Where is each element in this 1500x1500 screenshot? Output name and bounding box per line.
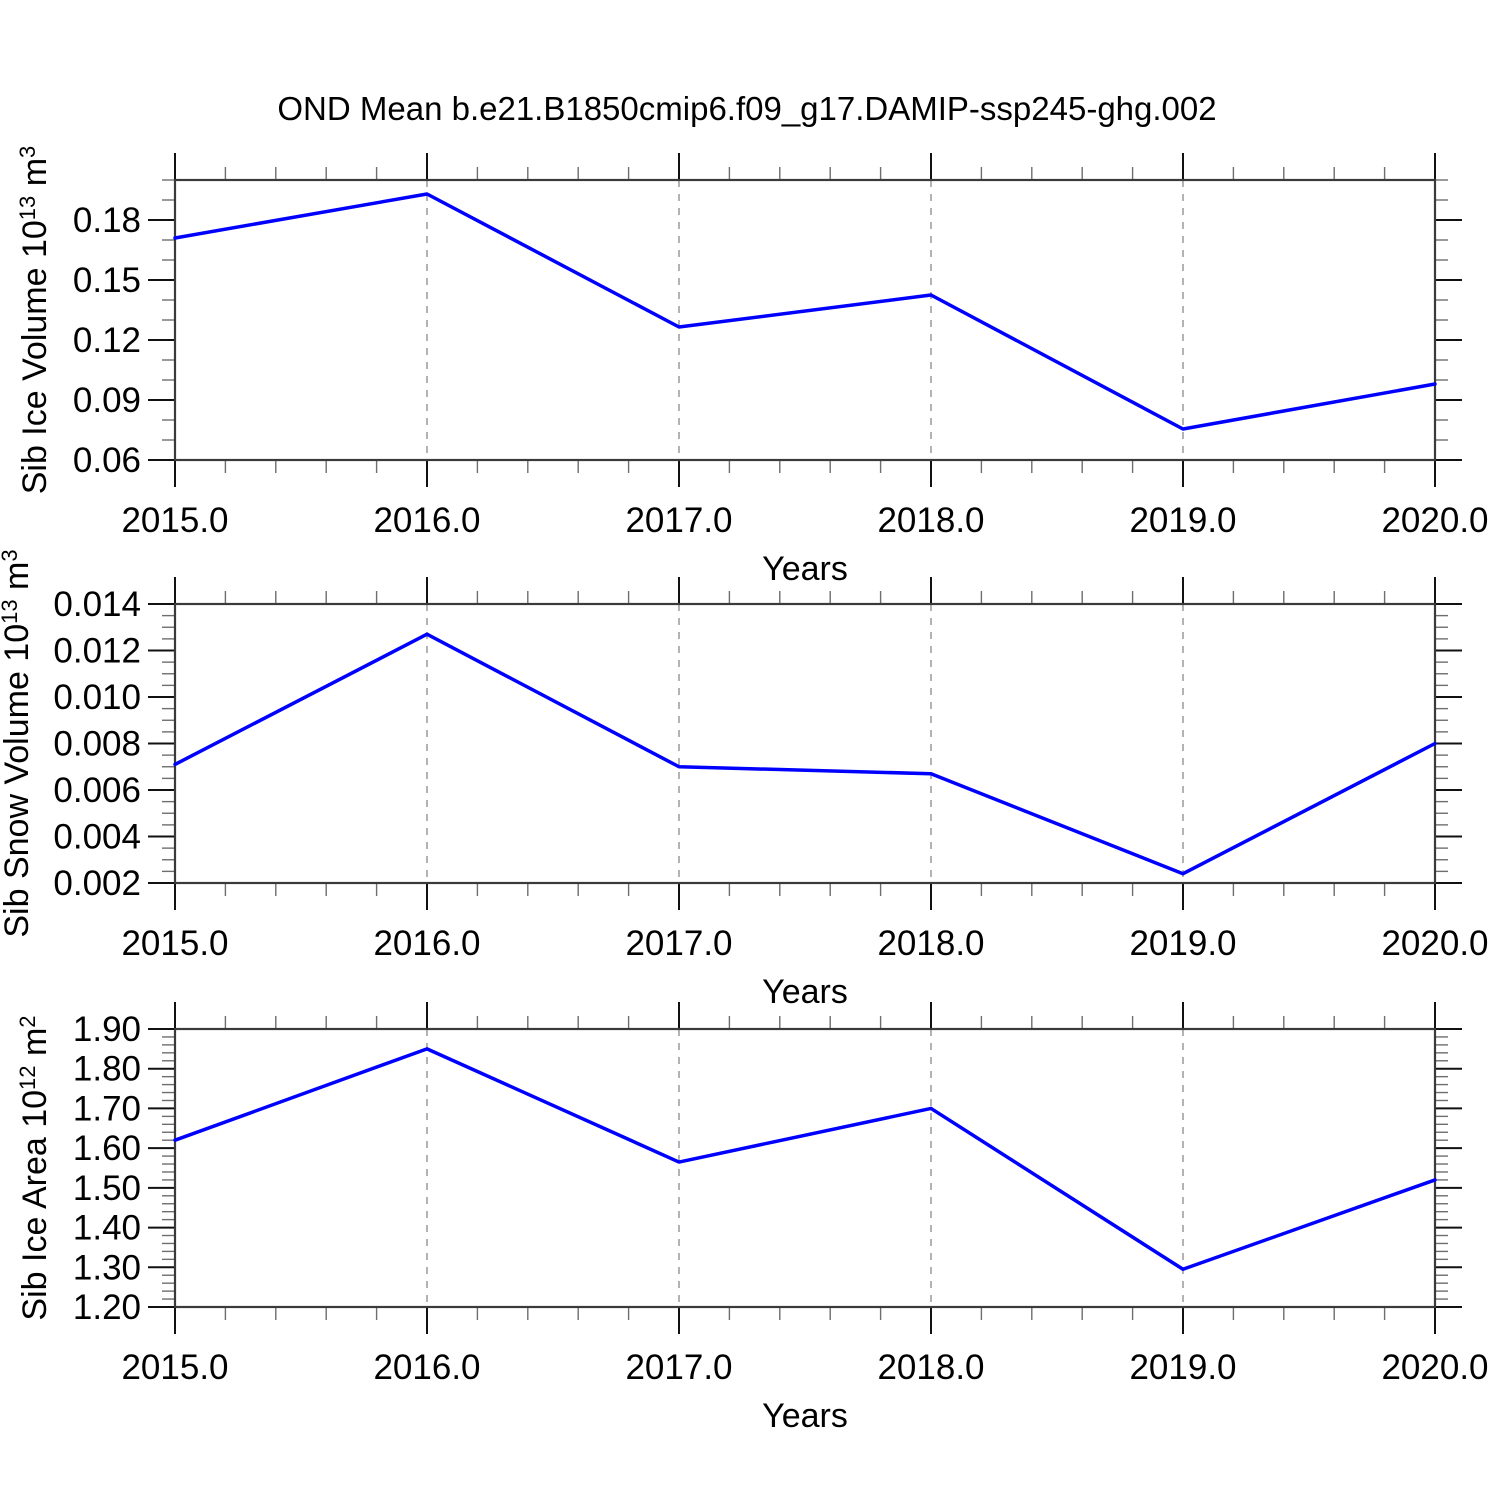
y-axis-title: Sib Ice Area 1012 m2: [15, 1015, 54, 1320]
x-axis-title: Years: [762, 1397, 848, 1435]
x-tick-label: 2015.0: [121, 501, 228, 540]
x-tick-label: 2018.0: [877, 924, 984, 963]
y-tick-label: 0.06: [73, 441, 141, 480]
y-axis-title: Sib Snow Volume 1013 m3: [0, 549, 36, 937]
x-tick-label: 2019.0: [1129, 1348, 1236, 1387]
x-axis-title: Years: [762, 973, 848, 1011]
x-tick-label: 2019.0: [1129, 924, 1236, 963]
x-tick-label: 2016.0: [373, 924, 480, 963]
chart-title: OND Mean b.e21.B1850cmip6.f09_g17.DAMIP-…: [277, 90, 1216, 127]
y-tick-label: 0.12: [73, 321, 141, 360]
x-tick-label: 2020.0: [1381, 924, 1488, 963]
x-axis-title: Years: [762, 550, 848, 588]
panels-group: 2015.0 2016.0 2017.0 2018.0 2019.0 2020.0 0.06…: [0, 146, 1489, 1435]
y-tick-label: 1.40: [73, 1209, 141, 1248]
x-tick-label: 2018.0: [877, 1348, 984, 1387]
x-tick-label: 2018.0: [877, 501, 984, 540]
x-tick-label: 2015.0: [121, 924, 228, 963]
plot-frame: [173, 178, 1437, 462]
y-tick-label: 0.09: [73, 381, 141, 420]
y-tick-label: 1.80: [73, 1050, 141, 1089]
y-axis-title: Sib Ice Volume 1013 m3: [15, 146, 54, 495]
panel-sib-snow-volume: 2015.0 2016.0 2017.0 2018.0 2019.0 2020.0 0.00…: [0, 549, 1489, 1011]
x-tick-label: 2015.0: [121, 1348, 228, 1387]
x-tick-label: 2016.0: [373, 1348, 480, 1387]
y-tick-label: 1.20: [73, 1288, 141, 1327]
x-tick-label: 2020.0: [1381, 1348, 1488, 1387]
y-tick-label: 0.15: [73, 261, 141, 300]
y-tick-label: 0.004: [53, 818, 141, 857]
data-line: [173, 192, 1437, 431]
x-tick-label: 2020.0: [1381, 501, 1488, 540]
panel-sib-ice-volume: 2015.0 2016.0 2017.0 2018.0 2019.0 2020.0 0.06…: [15, 146, 1489, 588]
x-tick-label: 2017.0: [625, 1348, 732, 1387]
y-tick-label: 1.30: [73, 1248, 141, 1287]
x-tick-label: 2017.0: [625, 924, 732, 963]
y-tick-label: 1.90: [73, 1010, 141, 1049]
x-tick-label: 2019.0: [1129, 501, 1236, 540]
y-tick-label: 1.70: [73, 1089, 141, 1128]
y-tick-label: 1.50: [73, 1169, 141, 1208]
y-tick-label: 0.18: [73, 201, 141, 240]
panel-sib-ice-area: 2015.0 2016.0 2017.0 2018.0 2019.0 2020.0 1.20…: [15, 1002, 1489, 1435]
x-tick-label: 2016.0: [373, 501, 480, 540]
y-tick-label: 0.010: [53, 678, 141, 717]
plot-frame: [173, 1027, 1437, 1309]
y-tick-label: 0.006: [53, 771, 141, 810]
y-tick-label: 0.002: [53, 864, 141, 903]
x-tick-label: 2017.0: [625, 501, 732, 540]
y-tick-label: 0.012: [53, 632, 141, 671]
y-tick-label: 0.014: [53, 585, 141, 624]
data-line: [173, 1047, 1437, 1272]
data-line: [173, 632, 1437, 876]
y-tick-label: 0.008: [53, 725, 141, 764]
y-tick-label: 1.60: [73, 1129, 141, 1168]
